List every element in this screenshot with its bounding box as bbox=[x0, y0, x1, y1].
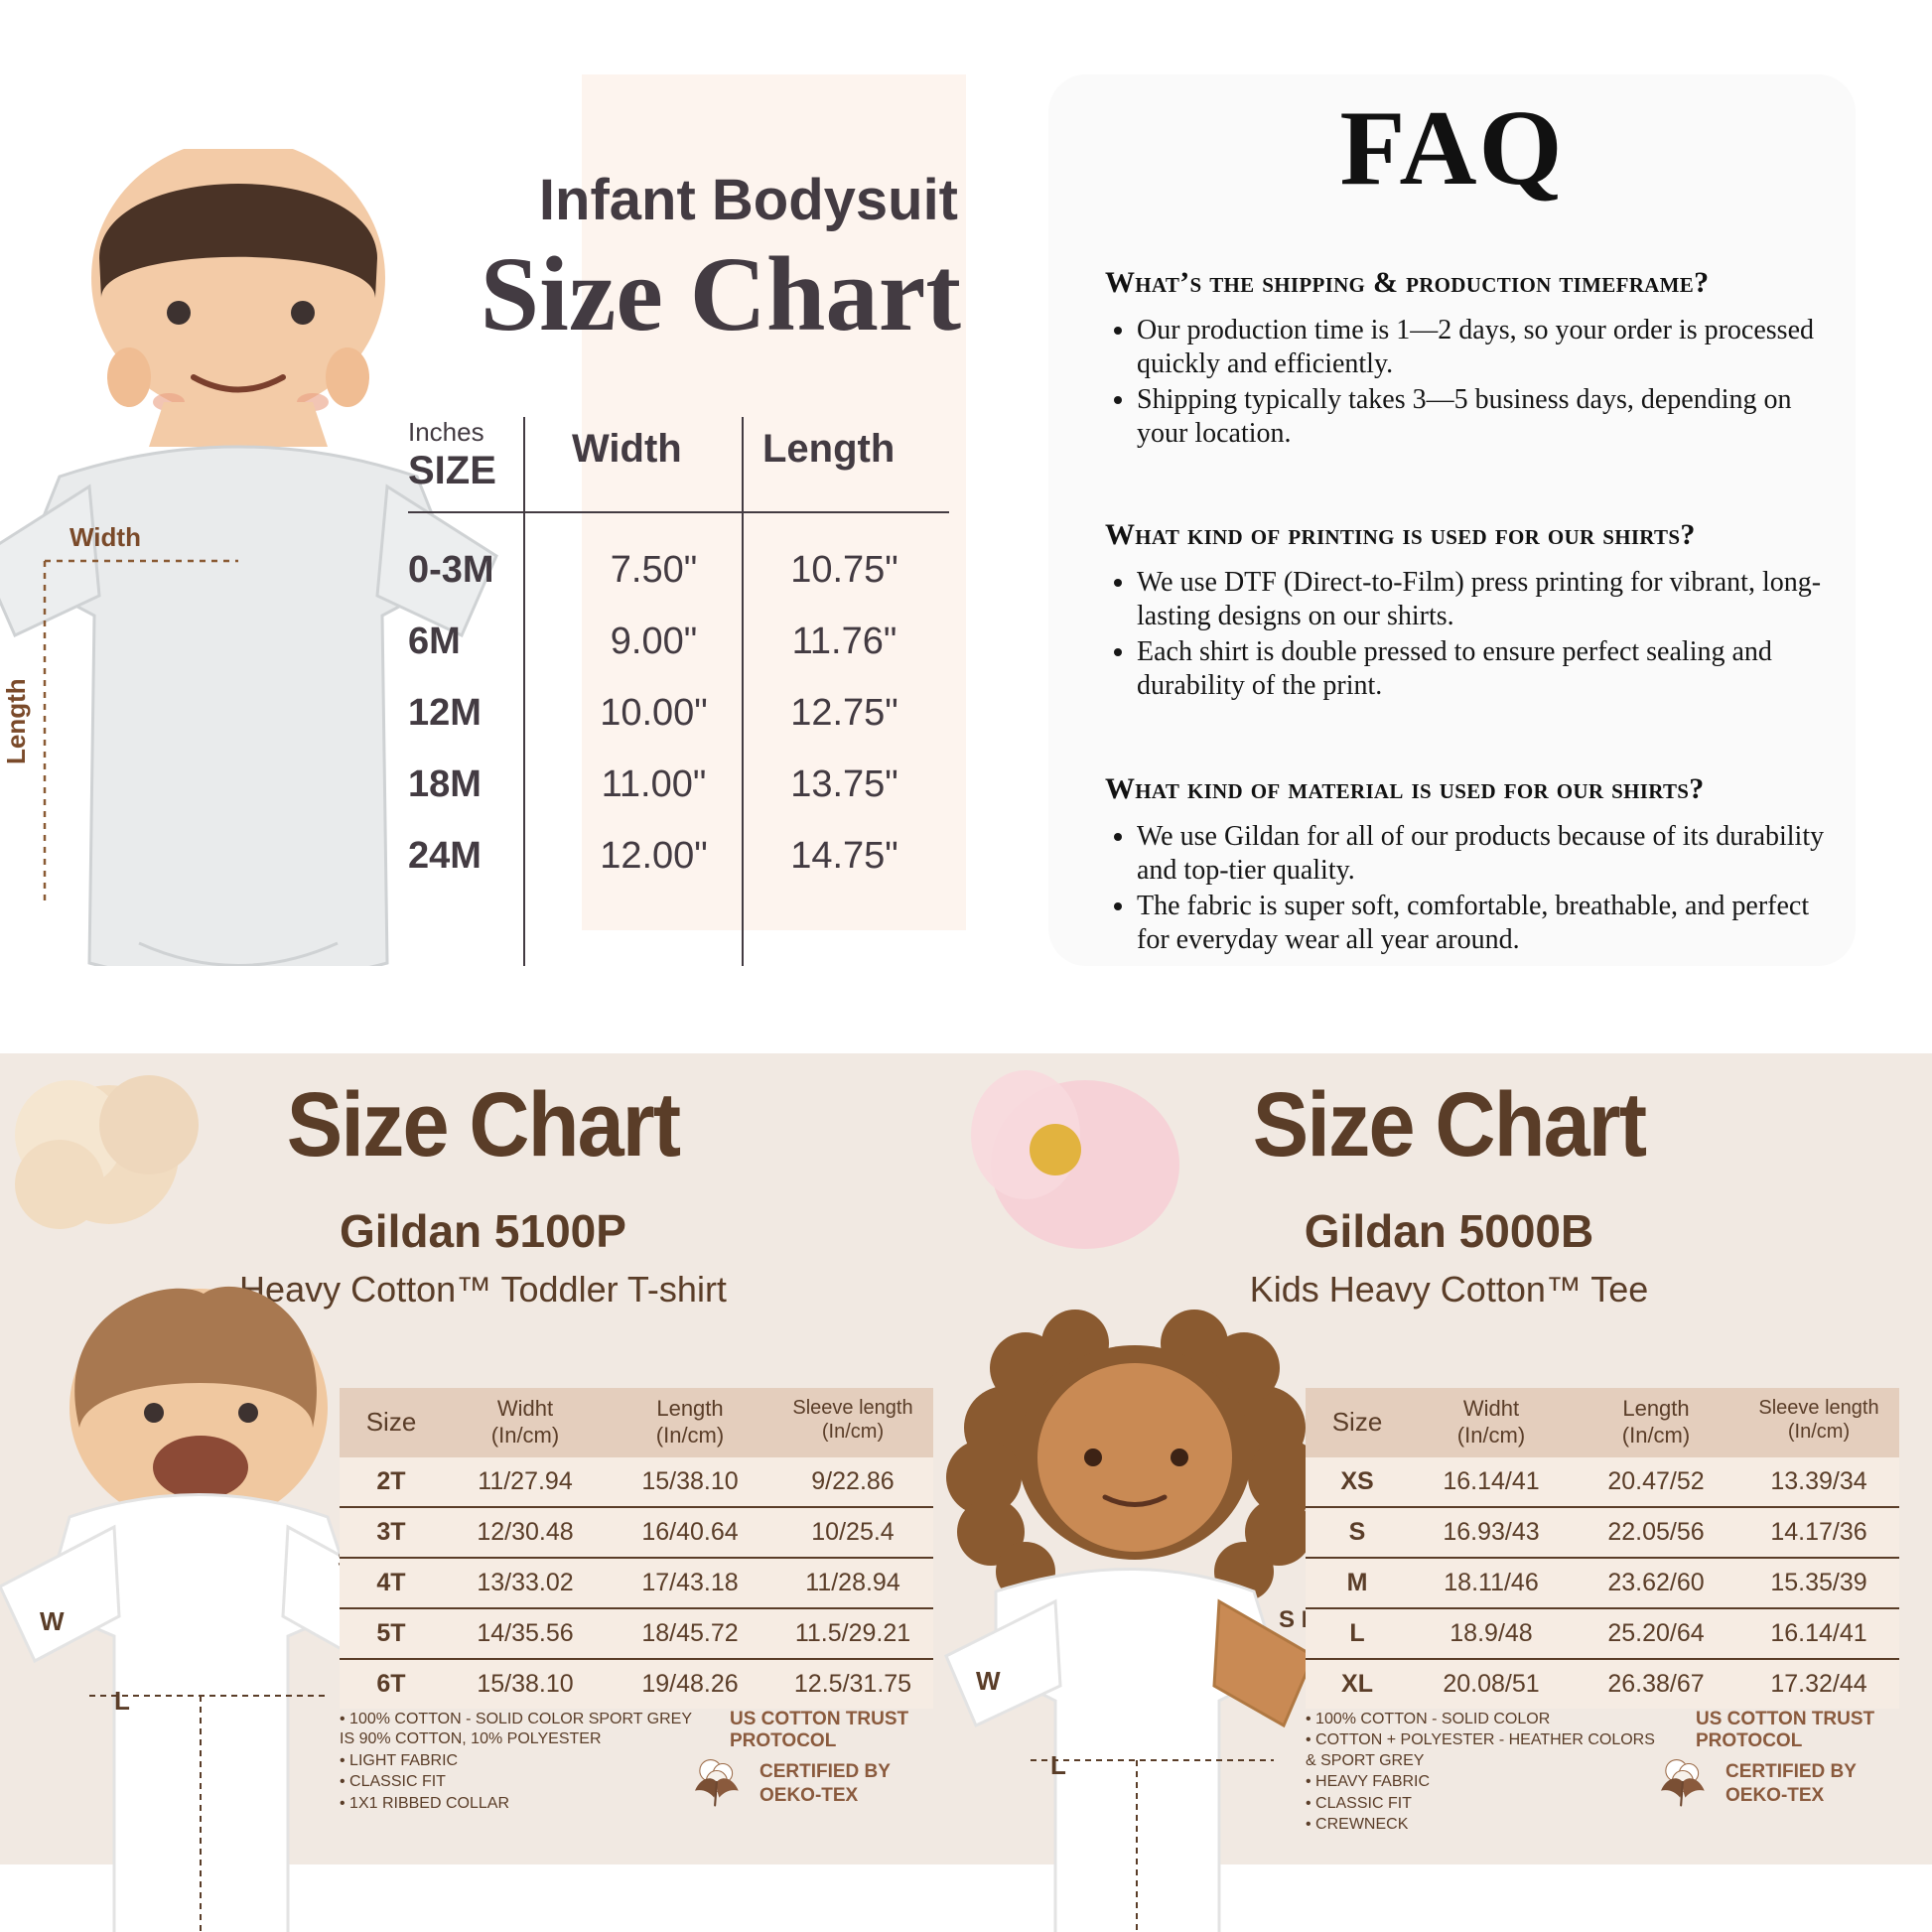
svg-text:Width: Width bbox=[69, 522, 141, 552]
svg-text:Length: Length bbox=[1, 678, 31, 764]
